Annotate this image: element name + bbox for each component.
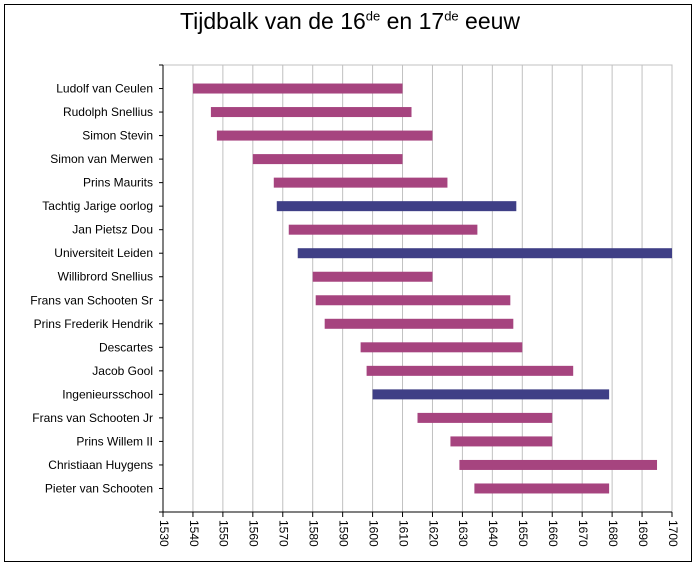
bar-9: [312, 271, 433, 282]
bar-4: [252, 154, 403, 165]
x-tick-label-1580: 1580: [307, 520, 321, 547]
category-label-6: Tachtig Jarige oorlog: [42, 199, 153, 213]
bar-7: [288, 224, 478, 235]
x-tick-label-1640: 1640: [486, 520, 500, 547]
x-tick-label-1700: 1700: [666, 520, 680, 547]
bar-1: [192, 83, 403, 94]
category-label-4: Simon van Merwen: [50, 152, 153, 166]
category-label-5: Prins Maurits: [83, 176, 153, 190]
bar-3: [216, 130, 433, 141]
x-tick-label-1610: 1610: [396, 520, 410, 547]
category-label-12: Descartes: [99, 340, 153, 354]
bar-18: [474, 483, 610, 494]
bar-17: [459, 459, 658, 470]
x-tick-label-1670: 1670: [576, 520, 590, 547]
bar-12: [360, 342, 523, 353]
category-label-16: Prins Willem II: [76, 434, 153, 448]
title-part-3: eeuw: [458, 8, 521, 34]
category-label-15: Frans van Schooten Jr: [32, 411, 153, 425]
bar-16: [450, 436, 553, 447]
x-tick-label-1550: 1550: [217, 520, 231, 547]
x-tick-label-1630: 1630: [456, 520, 470, 547]
category-label-18: Pieter van Schooten: [45, 481, 153, 495]
x-tick-label-1600: 1600: [366, 520, 380, 547]
x-tick-label-1690: 1690: [636, 520, 650, 547]
bar-10: [315, 295, 511, 306]
category-label-11: Prins Frederik Hendrik: [34, 317, 154, 331]
x-tick-label-1570: 1570: [277, 520, 291, 547]
category-label-3: Simon Stevin: [82, 129, 153, 143]
title-part-1: Tijdbalk van de 16: [179, 8, 366, 34]
bars-group: [192, 83, 672, 494]
category-label-7: Jan Pietsz Dou: [72, 223, 153, 237]
category-label-10: Frans van Schooten Sr: [30, 293, 153, 307]
category-label-2: Rudolph Snellius: [63, 105, 153, 119]
title-superscript-2: de: [444, 8, 459, 24]
x-tick-label-1660: 1660: [546, 520, 560, 547]
title-part-2: en 17: [380, 8, 445, 34]
bar-14: [372, 389, 610, 400]
category-labels: Ludolf van Ceulen Rudolph Snellius Simon S…: [30, 82, 154, 496]
x-tick-label-1650: 1650: [516, 520, 530, 547]
title-superscript-1: de: [365, 8, 381, 24]
bar-15: [417, 412, 553, 423]
axes-group: [159, 64, 673, 517]
category-label-8: Universiteit Leiden: [54, 246, 153, 260]
category-label-1: Ludolf van Ceulen: [56, 82, 153, 96]
x-tick-label-1620: 1620: [426, 520, 440, 547]
chart-title: Tijdbalk van de 16de en 17de eeuw: [0, 8, 700, 35]
x-tick-label-1680: 1680: [606, 520, 620, 547]
x-tick-label-1590: 1590: [336, 520, 350, 547]
bar-13: [366, 365, 574, 376]
x-tick-label-1560: 1560: [247, 520, 261, 547]
category-label-9: Willibrord Snellius: [58, 270, 153, 284]
x-tick-label-1530: 1530: [157, 520, 171, 547]
category-label-14: Ingenieursschool: [62, 387, 153, 401]
tick-labels: 1530 1540 1550 1560 1570 1580 1590 1600 1610 1620…: [157, 520, 680, 547]
bar-8: [297, 248, 672, 259]
bar-6: [276, 201, 517, 212]
bar-5: [273, 177, 448, 188]
category-label-17: Christiaan Huygens: [48, 458, 153, 472]
bar-11: [324, 318, 514, 329]
category-label-13: Jacob Gool: [92, 364, 153, 378]
bar-2: [210, 107, 412, 118]
x-tick-label-1540: 1540: [187, 520, 201, 547]
